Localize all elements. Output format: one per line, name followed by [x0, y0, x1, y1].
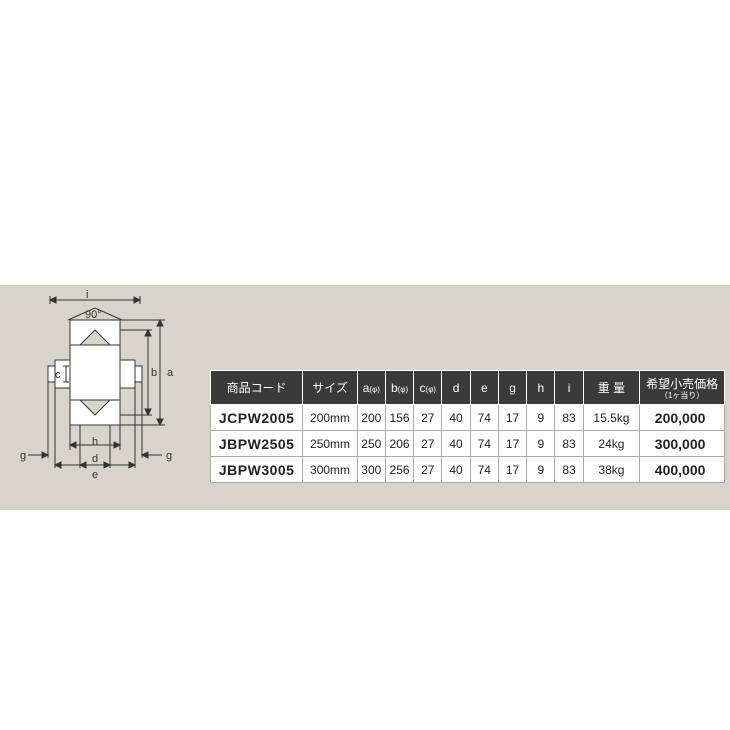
- cell-i: 83: [555, 405, 583, 431]
- col-header-i: i: [555, 371, 583, 405]
- dim-label-e: e: [92, 469, 98, 481]
- dim-label-i: i: [86, 290, 88, 301]
- cell-size: 200mm: [303, 405, 357, 431]
- table-row: JBPW2505250mm2502062740741798324kg300,00…: [211, 431, 725, 457]
- dim-label-h: h: [92, 436, 98, 448]
- col-header-price: 希望小売価格（1ヶ当り）: [640, 371, 725, 405]
- cell-weight: 15.5kg: [583, 405, 640, 431]
- cell-b: 206: [385, 431, 413, 457]
- cell-i: 83: [555, 431, 583, 457]
- angle-label: 90°: [85, 309, 102, 321]
- cell-size: 300mm: [303, 457, 357, 483]
- col-header-size: サイズ: [303, 371, 357, 405]
- col-header-code: 商品コード: [211, 371, 303, 405]
- cell-code: JBPW2505: [211, 431, 303, 457]
- cell-d: 40: [442, 405, 470, 431]
- cell-b: 156: [385, 405, 413, 431]
- cell-code: JBPW3005: [211, 457, 303, 483]
- cell-weight: 24kg: [583, 431, 640, 457]
- cell-g: 17: [498, 405, 526, 431]
- col-header-a: a(φ): [357, 371, 385, 405]
- dim-label-c: c: [55, 369, 61, 381]
- dim-label-d: d: [92, 453, 98, 465]
- col-header-c: c(φ): [414, 371, 442, 405]
- cell-g: 17: [498, 457, 526, 483]
- cell-e: 74: [470, 431, 498, 457]
- cell-c: 27: [414, 431, 442, 457]
- cell-a: 250: [357, 431, 385, 457]
- cell-e: 74: [470, 457, 498, 483]
- cell-price: 200,000: [640, 405, 725, 431]
- col-header-weight: 重 量: [583, 371, 640, 405]
- col-header-e: e: [470, 371, 498, 405]
- cell-g: 17: [498, 431, 526, 457]
- cell-price: 400,000: [640, 457, 725, 483]
- col-header-d: d: [442, 371, 470, 405]
- spec-table-container: 商品コード サイズ a(φ) b(φ) c(φ) d e g h i 重 量 希…: [210, 370, 725, 483]
- cell-size: 250mm: [303, 431, 357, 457]
- table-body: JCPW2005200mm2001562740741798315.5kg200,…: [211, 405, 725, 483]
- table-row: JCPW2005200mm2001562740741798315.5kg200,…: [211, 405, 725, 431]
- cell-a: 200: [357, 405, 385, 431]
- cell-i: 83: [555, 457, 583, 483]
- dim-label-g-right: g: [166, 450, 172, 462]
- cell-c: 27: [414, 405, 442, 431]
- cell-e: 74: [470, 405, 498, 431]
- cell-b: 256: [385, 457, 413, 483]
- cell-h: 9: [527, 405, 555, 431]
- spec-table: 商品コード サイズ a(φ) b(φ) c(φ) d e g h i 重 量 希…: [210, 370, 725, 483]
- table-row: JBPW3005300mm3002562740741798338kg400,00…: [211, 457, 725, 483]
- table-header: 商品コード サイズ a(φ) b(φ) c(φ) d e g h i 重 量 希…: [211, 371, 725, 405]
- col-header-g: g: [498, 371, 526, 405]
- cell-d: 40: [442, 457, 470, 483]
- col-header-b: b(φ): [385, 371, 413, 405]
- dim-label-b: b: [151, 367, 157, 379]
- dim-label-g-left: g: [20, 450, 26, 462]
- cell-c: 27: [414, 457, 442, 483]
- cell-a: 300: [357, 457, 385, 483]
- technical-diagram: i 90° a b c h d e g g: [20, 290, 180, 500]
- cell-h: 9: [527, 431, 555, 457]
- cell-h: 9: [527, 457, 555, 483]
- cell-price: 300,000: [640, 431, 725, 457]
- cell-weight: 38kg: [583, 457, 640, 483]
- dim-label-a: a: [167, 367, 174, 379]
- cell-d: 40: [442, 431, 470, 457]
- col-header-h: h: [527, 371, 555, 405]
- cell-code: JCPW2005: [211, 405, 303, 431]
